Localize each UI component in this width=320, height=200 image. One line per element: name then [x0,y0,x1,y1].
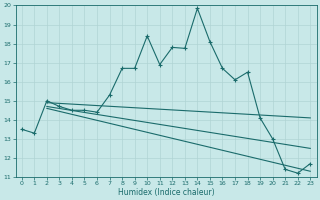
X-axis label: Humidex (Indice chaleur): Humidex (Indice chaleur) [118,188,214,197]
